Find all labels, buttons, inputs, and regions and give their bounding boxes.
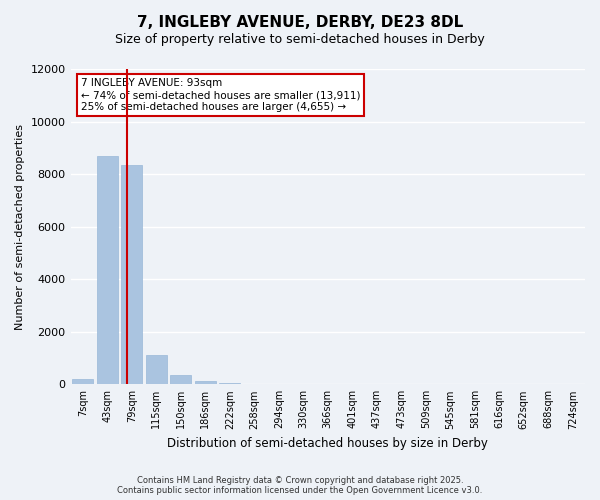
X-axis label: Distribution of semi-detached houses by size in Derby: Distribution of semi-detached houses by … <box>167 437 488 450</box>
Y-axis label: Number of semi-detached properties: Number of semi-detached properties <box>15 124 25 330</box>
Bar <box>195 381 215 384</box>
Bar <box>146 356 167 384</box>
Bar <box>121 165 142 384</box>
Text: Size of property relative to semi-detached houses in Derby: Size of property relative to semi-detach… <box>115 32 485 46</box>
Bar <box>73 379 93 384</box>
Text: Contains HM Land Registry data © Crown copyright and database right 2025.
Contai: Contains HM Land Registry data © Crown c… <box>118 476 482 495</box>
Bar <box>220 383 240 384</box>
Bar <box>97 156 118 384</box>
Bar <box>170 375 191 384</box>
Text: 7, INGLEBY AVENUE, DERBY, DE23 8DL: 7, INGLEBY AVENUE, DERBY, DE23 8DL <box>137 15 463 30</box>
Text: 7 INGLEBY AVENUE: 93sqm
← 74% of semi-detached houses are smaller (13,911)
25% o: 7 INGLEBY AVENUE: 93sqm ← 74% of semi-de… <box>81 78 361 112</box>
